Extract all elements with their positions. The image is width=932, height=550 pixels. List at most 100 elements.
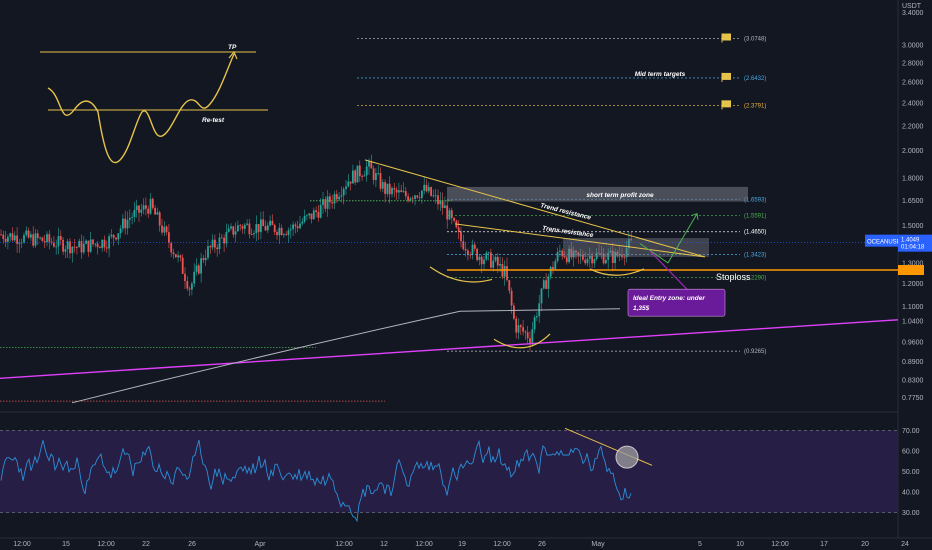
candle-body [289, 229, 292, 231]
candle-body [625, 248, 628, 258]
candle-body [559, 250, 561, 252]
candle-body [335, 194, 338, 200]
candle-body [310, 213, 313, 220]
candle-body [533, 317, 536, 330]
candle-body [273, 225, 276, 233]
flag-icon [722, 33, 731, 41]
candle-body [214, 239, 216, 248]
entry-callout-line2: 1,35$ [633, 305, 650, 312]
time-tick-label: 12:00 [97, 541, 115, 548]
candle-body [450, 210, 453, 218]
price-tick-label: 2.4000 [902, 101, 924, 108]
candle-body [457, 227, 460, 232]
time-tick-label: May [591, 541, 605, 548]
candle-body [513, 305, 515, 319]
candle-body [425, 184, 428, 192]
candle-body [172, 252, 175, 255]
candle-body [110, 234, 113, 237]
price-tick-label: 1.5000 [902, 223, 924, 230]
candle-body [9, 233, 12, 237]
candle-body [197, 265, 200, 274]
candle-body [490, 252, 492, 268]
candle-body [588, 255, 591, 259]
candle-body [211, 239, 214, 248]
candle-body [62, 239, 64, 252]
price-tick-label: 0.8900 [902, 359, 924, 366]
candle-body [577, 252, 580, 256]
candle-body [345, 186, 347, 189]
candle-body [526, 332, 529, 339]
candle-body [80, 241, 83, 253]
candle-body [319, 205, 322, 218]
projection-arrow [639, 213, 698, 264]
price-tick-label: 1.0400 [902, 319, 924, 326]
rsi-tick-label: 70.00 [902, 428, 920, 435]
candle-body [361, 176, 363, 177]
candle-body [115, 237, 117, 240]
rsi-line [0, 439, 632, 523]
candle-body [492, 260, 495, 268]
time-axis: 12:00 15 12:00 22 26 Apr 12:00 12 12:00 19 12:00 26… [13, 541, 909, 548]
candle-body [494, 256, 497, 261]
candle-body [285, 234, 288, 236]
sketch-arrowhead [228, 50, 238, 60]
candle-body [372, 168, 375, 180]
candle-body [48, 234, 51, 242]
candle-body [368, 161, 370, 167]
candle-body [181, 257, 184, 274]
price-tick-label: 2.6000 [902, 80, 924, 87]
time-tick-label: 10 [736, 541, 744, 548]
candle-body [363, 175, 366, 177]
candle-body [476, 248, 478, 261]
candle-body [89, 239, 92, 252]
candle-body [388, 183, 391, 195]
fib-level-label: (1.4650) [744, 230, 766, 236]
candle-body [248, 223, 251, 235]
candle-body [540, 288, 543, 304]
candle-body [591, 255, 593, 264]
candle-body [101, 239, 104, 249]
candle-body [549, 266, 552, 277]
time-tick-label: 12:00 [335, 541, 353, 548]
candle-body [78, 241, 81, 248]
candle-body [326, 196, 329, 209]
candle-body [471, 244, 474, 255]
candle-body [377, 173, 380, 174]
candle-body [593, 259, 596, 264]
current-price-value: 1.4049 [901, 238, 920, 244]
stoploss-axis-tag [898, 264, 924, 275]
candle-body [126, 219, 129, 229]
swing-curve [429, 266, 493, 283]
rsi-pane [0, 427, 898, 523]
time-tick-label: 17 [820, 541, 828, 548]
candle-body [609, 250, 612, 253]
candle-body [358, 165, 361, 177]
candle-body [381, 182, 384, 189]
trend-resistance-line-2 [454, 223, 706, 258]
time-tick-label: 26 [188, 541, 196, 548]
candle-body [117, 233, 120, 240]
profit-zone-box [447, 186, 748, 202]
candle-body [464, 249, 467, 251]
candle-body [184, 273, 186, 282]
price-tick-label: 2.0000 [902, 148, 924, 155]
candle-body [103, 239, 106, 248]
candle-body [602, 253, 605, 264]
profit-zone-label: short term profit zone [586, 192, 654, 199]
candle-body [416, 195, 419, 198]
candle-body [73, 246, 76, 248]
candle-body [163, 226, 166, 233]
time-tick-label: 24 [901, 541, 909, 548]
candle-body [503, 266, 506, 277]
candle-body [161, 225, 163, 233]
candle-body [301, 221, 304, 224]
candle-body [303, 215, 306, 222]
candle-body [570, 248, 573, 258]
candle-body [92, 239, 94, 245]
candle-body [529, 338, 531, 343]
candle-body [283, 234, 285, 236]
candle-body [99, 247, 101, 249]
candle-body [30, 234, 32, 238]
candle-body [69, 241, 71, 254]
candle-body [140, 209, 143, 213]
